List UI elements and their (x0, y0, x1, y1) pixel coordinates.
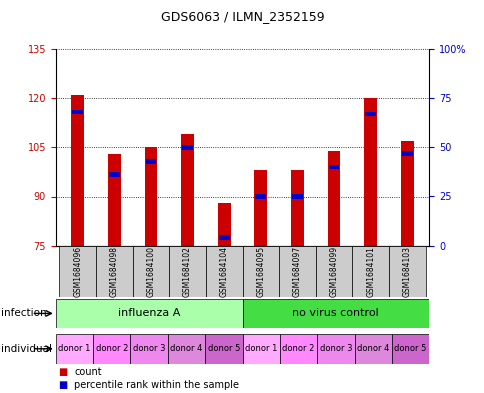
Text: influenza A: influenza A (118, 309, 180, 318)
Text: no virus control: no virus control (292, 309, 378, 318)
Text: count: count (74, 367, 102, 377)
Text: ■: ■ (58, 380, 67, 390)
Text: GSM1684100: GSM1684100 (146, 246, 155, 297)
Text: GSM1684097: GSM1684097 (292, 246, 302, 297)
Bar (401, 151, 412, 156)
Bar (317, 334, 354, 364)
Bar (169, 246, 206, 297)
Text: donor 2: donor 2 (95, 344, 128, 353)
Text: donor 3: donor 3 (319, 344, 351, 353)
Bar (182, 145, 193, 150)
Bar (364, 112, 375, 116)
Bar (388, 246, 424, 297)
Bar (255, 194, 266, 199)
Bar (206, 246, 242, 297)
Text: GSM1684096: GSM1684096 (73, 246, 82, 297)
Bar (290, 170, 303, 246)
Text: donor 4: donor 4 (170, 344, 202, 353)
Text: GSM1684103: GSM1684103 (402, 246, 411, 297)
Bar (205, 334, 242, 364)
Text: GSM1684102: GSM1684102 (182, 246, 192, 297)
Bar (167, 334, 205, 364)
Text: ■: ■ (58, 367, 67, 377)
Text: GSM1684095: GSM1684095 (256, 246, 265, 297)
Text: donor 2: donor 2 (282, 344, 314, 353)
Bar (242, 246, 278, 297)
Text: donor 5: donor 5 (393, 344, 426, 353)
Bar (242, 334, 279, 364)
Text: donor 3: donor 3 (133, 344, 165, 353)
Text: donor 5: donor 5 (207, 344, 240, 353)
Text: percentile rank within the sample: percentile rank within the sample (74, 380, 239, 390)
Bar (96, 246, 133, 297)
Bar (93, 334, 130, 364)
Bar (278, 246, 315, 297)
Bar (109, 173, 120, 177)
Bar (60, 246, 96, 297)
Bar (354, 334, 391, 364)
Bar (217, 203, 230, 246)
Bar (400, 141, 413, 246)
Text: individual: individual (1, 344, 52, 354)
Text: GSM1684099: GSM1684099 (329, 246, 338, 297)
Text: GDS6063 / ILMN_2352159: GDS6063 / ILMN_2352159 (160, 10, 324, 23)
Text: GSM1684104: GSM1684104 (219, 246, 228, 297)
Bar (108, 154, 121, 246)
Bar (351, 246, 388, 297)
Bar (291, 194, 302, 199)
Text: donor 1: donor 1 (58, 344, 91, 353)
Bar (279, 334, 317, 364)
Bar (242, 299, 428, 328)
Text: infection: infection (1, 309, 46, 318)
Bar (133, 246, 169, 297)
Text: donor 4: donor 4 (356, 344, 389, 353)
Text: GSM1684101: GSM1684101 (365, 246, 374, 297)
Bar (218, 235, 229, 240)
Bar (56, 334, 93, 364)
Bar (363, 98, 376, 246)
Bar (130, 334, 167, 364)
Bar (254, 170, 267, 246)
Bar (328, 165, 339, 169)
Bar (56, 299, 242, 328)
Bar (72, 110, 83, 114)
Bar (391, 334, 428, 364)
Bar (181, 134, 194, 246)
Bar (315, 246, 351, 297)
Text: donor 1: donor 1 (244, 344, 277, 353)
Text: GSM1684098: GSM1684098 (110, 246, 119, 297)
Bar (144, 147, 157, 246)
Bar (327, 151, 340, 246)
Bar (145, 159, 156, 163)
Bar (71, 95, 84, 246)
